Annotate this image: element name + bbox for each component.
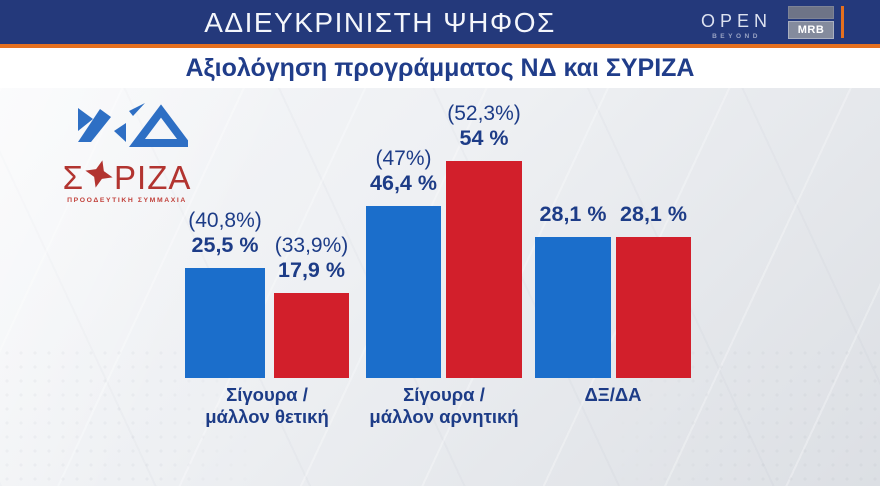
mrb-logo-top-block xyxy=(788,6,834,19)
page-title: ΑΔΙΕΥΚΡΙΝΙΣΤΗ ΨΗΦΟΣ xyxy=(204,7,556,38)
header-bar: ΑΔΙΕΥΚΡΙΝΙΣΤΗ ΨΗΦΟΣ OPEN BEYOND MRB xyxy=(0,0,880,44)
orange-rule xyxy=(0,44,880,48)
category-label-line: Σίγουρα / xyxy=(403,384,485,405)
bar-value-label: 28,1 % xyxy=(620,202,687,226)
open-logo-tagline: BEYOND xyxy=(712,33,761,40)
bar-ΝΔ-2 xyxy=(535,237,611,378)
mrb-logo: MRB xyxy=(788,6,834,39)
bar-labels-ΝΔ-0: (40,8%) 25,5 % xyxy=(135,208,315,258)
category-label-line: Σίγουρα / xyxy=(226,384,308,405)
bar-labels-ΝΔ-1: (47%) 46,4 % xyxy=(314,146,494,196)
syriza-party-logo: Σ ΡΙΖΑ ΠΡΟΟΔΕΥΤΙΚΗ ΣΥΜΜΑΧΙΑ xyxy=(52,160,202,204)
bar-value-label: 46,4 % xyxy=(370,171,437,195)
bar-value-label: 28,1 % xyxy=(539,202,607,226)
bar-value-label: 54 % xyxy=(459,126,509,150)
category-label-0: Σίγουρα / μάλλον θετική xyxy=(152,384,382,428)
category-label-line: μάλλον αρνητική xyxy=(369,406,519,427)
chart-title: Αξιολόγηση προγράμματος ΝΔ και ΣΥΡΙΖΑ xyxy=(185,54,695,82)
nd-party-logo xyxy=(76,102,193,161)
bar-labels-ΣΥΡΙΖΑ-0: (33,9%) 17,9 % xyxy=(222,233,402,283)
category-label-1: Σίγουρα / μάλλον αρνητική xyxy=(329,384,559,428)
category-label-2: ΔΞ/ΔΑ xyxy=(498,384,728,406)
open-logo-word: OPEN xyxy=(700,11,772,31)
bar-labels-ΝΔ-2: 28,1 % xyxy=(483,202,663,227)
category-label-line: μάλλον θετική xyxy=(205,406,329,427)
bar-ΣΥΡΙΖΑ-1 xyxy=(446,161,522,378)
bar-value-label: 25,5 % xyxy=(191,233,259,257)
bar-previous-value-label: (40,8%) xyxy=(188,209,262,232)
category-label-line: ΔΞ/ΔΑ xyxy=(584,384,642,405)
bar-previous-value-label: (33,9%) xyxy=(274,234,349,257)
bar-labels-ΣΥΡΙΖΑ-1: (52,3%) 54 % xyxy=(394,101,574,151)
open-channel-logo: OPEN BEYOND xyxy=(701,12,772,41)
bar-labels-ΣΥΡΙΖΑ-2: 28,1 % xyxy=(564,202,744,227)
syriza-wordmark-suffix: ΡΙΖΑ xyxy=(114,158,192,196)
bar-value-label: 17,9 % xyxy=(278,258,345,282)
orange-divider xyxy=(841,6,844,38)
bar-previous-value-label: (47%) xyxy=(375,147,432,170)
bar-ΝΔ-1 xyxy=(366,206,441,378)
syriza-wordmark-prefix: Σ xyxy=(62,158,85,196)
subtitle-strip: Αξιολόγηση προγράμματος ΝΔ και ΣΥΡΙΖΑ xyxy=(0,48,880,88)
bar-previous-value-label: (52,3%) xyxy=(447,102,521,125)
bar-ΝΔ-0 xyxy=(185,268,265,378)
bar-ΣΥΡΙΖΑ-0 xyxy=(274,293,349,378)
syriza-caption: ΠΡΟΟΔΕΥΤΙΚΗ ΣΥΜΜΑΧΙΑ xyxy=(67,197,187,204)
nd-logo-icon xyxy=(78,103,193,147)
syriza-wordmark: Σ ΡΙΖΑ xyxy=(52,160,202,194)
syriza-star-icon xyxy=(85,160,113,188)
mrb-logo-label: MRB xyxy=(788,21,834,39)
bar-ΣΥΡΙΖΑ-2 xyxy=(616,237,691,378)
